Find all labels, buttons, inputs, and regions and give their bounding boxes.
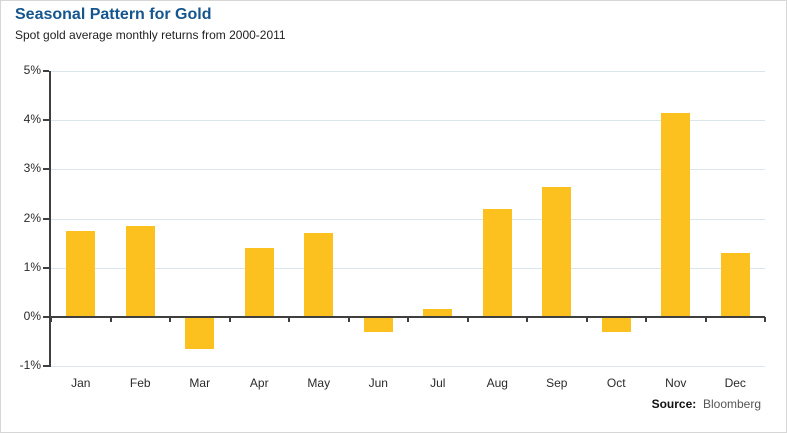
bar-dec	[720, 252, 750, 317]
y-axis-label--1%: -1%	[19, 358, 41, 372]
x-axis-label-nov: Nov	[665, 376, 687, 390]
y-tick-0%	[43, 315, 49, 318]
gridline-1%	[51, 267, 765, 269]
x-axis-tick	[645, 316, 647, 322]
x-axis-tick	[704, 316, 707, 322]
bar-nov	[661, 112, 691, 317]
bar-sep	[542, 186, 572, 317]
x-axis-label-sep: Sep	[546, 376, 568, 390]
y-axis-label-0%: 0%	[23, 308, 41, 323]
x-axis-tick	[169, 316, 171, 322]
bar-may	[304, 233, 334, 317]
source-label: Source:	[651, 397, 697, 411]
gridline-4%	[51, 120, 765, 122]
y-axis-label-2%: 2%	[23, 210, 41, 225]
gridline--1%	[51, 366, 765, 367]
y-axis-line	[49, 71, 51, 367]
chart-subtitle: Spot gold average monthly returns from 2…	[15, 28, 286, 42]
bar-oct	[601, 316, 631, 332]
gridline-3%	[51, 169, 765, 171]
x-axis-label-aug: Aug	[486, 376, 508, 390]
bar-feb	[125, 225, 155, 317]
x-axis-label-mar: Mar	[189, 376, 211, 390]
x-axis-label-jul: Jul	[430, 376, 446, 390]
source-name: Bloomberg	[702, 397, 761, 411]
plot-area: 5% 4% 3% 2% 1% 0% -1% Jan Feb Mar Apr May Jun Jul Aug S…	[20, 63, 766, 390]
y-tick-2%	[43, 217, 49, 220]
y-axis-label-1%: 1%	[23, 259, 41, 274]
y-tick-3%	[43, 168, 49, 171]
x-axis-tick	[526, 316, 528, 322]
x-axis-label-may: May	[307, 376, 331, 390]
x-axis-label-jun: Jun	[368, 376, 388, 390]
x-axis-label-dec: Dec	[724, 376, 746, 390]
x-axis-tick	[50, 316, 52, 322]
chart-title: Seasonal Pattern for Gold	[15, 6, 212, 23]
x-axis-label-apr: Apr	[249, 376, 269, 390]
bar-jul	[423, 309, 453, 317]
x-axis-tick	[228, 316, 231, 322]
bar-aug	[482, 208, 512, 317]
y-tick-1%	[43, 266, 49, 269]
bar-mar	[185, 316, 215, 349]
x-axis-label-feb: Feb	[129, 376, 151, 390]
gridline-2%	[51, 218, 765, 220]
x-axis-tick	[764, 316, 766, 322]
bar-jun	[363, 316, 393, 332]
y-tick-5%	[43, 70, 49, 72]
bar-apr	[244, 248, 274, 317]
x-axis-label-jan: Jan	[71, 376, 91, 390]
y-tick-4%	[43, 119, 49, 122]
x-axis-label-oct: Oct	[606, 376, 626, 390]
y-axis-label-3%: 3%	[23, 161, 41, 176]
y-axis-label-4%: 4%	[23, 112, 41, 127]
x-axis-tick	[288, 316, 290, 322]
x-axis-tick	[466, 316, 469, 322]
bar-jan	[66, 230, 96, 317]
x-axis-tick	[109, 316, 112, 322]
gridline-5%	[51, 71, 765, 72]
x-axis-tick	[585, 316, 588, 322]
x-axis-tick	[407, 316, 409, 322]
x-axis-tick	[347, 316, 350, 322]
y-tick--1%	[43, 365, 49, 367]
y-axis-label-5%: 5%	[23, 63, 41, 77]
source-line: Source: Bloomberg	[652, 397, 761, 411]
